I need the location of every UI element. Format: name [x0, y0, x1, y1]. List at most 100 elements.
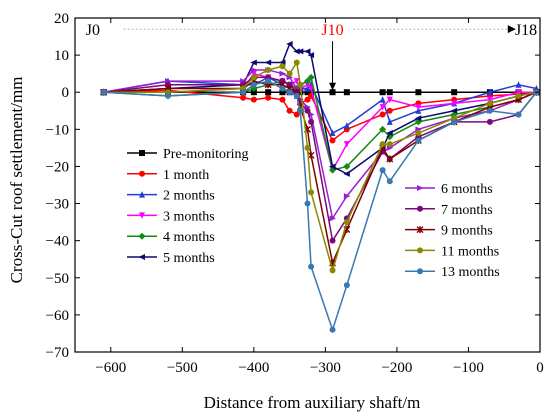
x-tick-label: −300: [310, 360, 341, 376]
data-point: [304, 144, 311, 151]
legend-label: 13 months: [441, 265, 500, 280]
plot-frame: [74, 17, 541, 353]
data-point: [415, 104, 422, 111]
data-point: [279, 96, 286, 103]
legend-item: 6 months: [405, 182, 493, 197]
data-point: [417, 205, 423, 212]
legend-label: 6 months: [441, 182, 493, 197]
data-point: [250, 66, 258, 73]
y-tick-label: −30: [46, 197, 69, 213]
y-tick-label: −10: [46, 122, 69, 138]
data-point: [329, 89, 336, 96]
data-point: [451, 118, 458, 125]
x-tick-label: −100: [453, 360, 484, 376]
data-point: [329, 326, 336, 333]
data-point: [304, 107, 311, 114]
data-point: [329, 237, 336, 244]
data-point: [293, 78, 300, 85]
data-point: [139, 191, 145, 198]
data-point: [386, 178, 393, 185]
data-point: [515, 92, 522, 99]
data-point: [286, 107, 293, 114]
data-point: [297, 107, 304, 114]
legend-left: Pre-monitoring 1 month 2 months 3 months 4 m…: [127, 147, 249, 266]
data-point: [386, 96, 393, 104]
data-point: [293, 48, 300, 55]
data-point: [486, 100, 493, 107]
data-point: [293, 59, 300, 66]
data-point: [343, 219, 350, 226]
data-point: [415, 137, 422, 144]
data-point: [240, 89, 247, 96]
data-point: [386, 155, 394, 163]
label-j10: J10: [321, 22, 343, 39]
x-tick-label: −600: [95, 360, 126, 376]
data-point: [304, 89, 311, 96]
data-point: [138, 232, 146, 240]
data-point: [386, 141, 393, 148]
legend-label: 5 months: [163, 251, 215, 266]
data-point: [486, 96, 493, 104]
data-point: [451, 100, 458, 107]
y-tick-label: −70: [46, 345, 69, 361]
series-13-months: [100, 78, 540, 333]
data-point: [417, 268, 423, 275]
legend-item: 4 months: [127, 230, 215, 245]
y-tick-label: −40: [46, 234, 69, 250]
data-point: [450, 107, 458, 114]
data-point: [265, 78, 272, 85]
data-point: [417, 185, 424, 191]
legend-item: 5 months: [127, 251, 215, 266]
legend-item: 1 month: [127, 168, 209, 183]
data-point: [139, 150, 145, 156]
data-point: [329, 137, 336, 144]
data-point: [139, 212, 145, 219]
y-tick-label: −60: [46, 308, 69, 324]
data-point: [343, 89, 350, 96]
legend-item: 11 months: [405, 244, 499, 259]
y-tick-label: 0: [62, 85, 70, 101]
legend-item: 3 months: [127, 209, 215, 224]
data-point: [329, 129, 336, 137]
data-point: [250, 59, 257, 66]
data-point: [265, 66, 272, 73]
data-point: [386, 130, 393, 137]
data-point: [386, 107, 393, 114]
data-point: [286, 89, 293, 96]
legend-label: 4 months: [163, 230, 215, 245]
data-point: [343, 170, 350, 177]
data-point: [329, 215, 337, 222]
data-point: [379, 111, 386, 118]
data-point: [297, 81, 304, 88]
data-point: [415, 89, 422, 96]
y-tick-label: −50: [46, 271, 69, 287]
ticks-layer: −600 −500 −400 −300 −200 −100 0 20 10 0 −10 −20 −30 −…: [46, 11, 544, 376]
data-point: [343, 193, 351, 200]
data-point: [308, 89, 315, 96]
data-point: [100, 89, 107, 96]
y-axis-label: Cross-Cut roof settlement/mm: [7, 77, 26, 284]
data-point: [379, 141, 386, 148]
data-point: [515, 111, 522, 118]
data-point: [486, 107, 493, 114]
legend-item: 9 months: [405, 224, 493, 239]
data-point: [286, 70, 293, 77]
series-layer: [100, 40, 540, 333]
arrow-right-icon: [507, 25, 516, 34]
data-point: [304, 81, 311, 89]
legend-item: Pre-monitoring: [127, 147, 249, 162]
data-point: [379, 167, 386, 174]
data-point: [279, 63, 286, 70]
y-tick-label: −20: [46, 159, 69, 175]
data-point: [307, 151, 315, 159]
data-point: [279, 85, 286, 92]
annotations: J0 J10 J18: [86, 22, 537, 91]
data-point: [515, 89, 522, 96]
data-point: [308, 189, 315, 196]
data-point: [250, 81, 257, 88]
data-point: [379, 89, 386, 96]
data-point: [379, 125, 387, 133]
y-tick-label: 10: [54, 48, 69, 64]
legend-label: 11 months: [441, 244, 499, 259]
